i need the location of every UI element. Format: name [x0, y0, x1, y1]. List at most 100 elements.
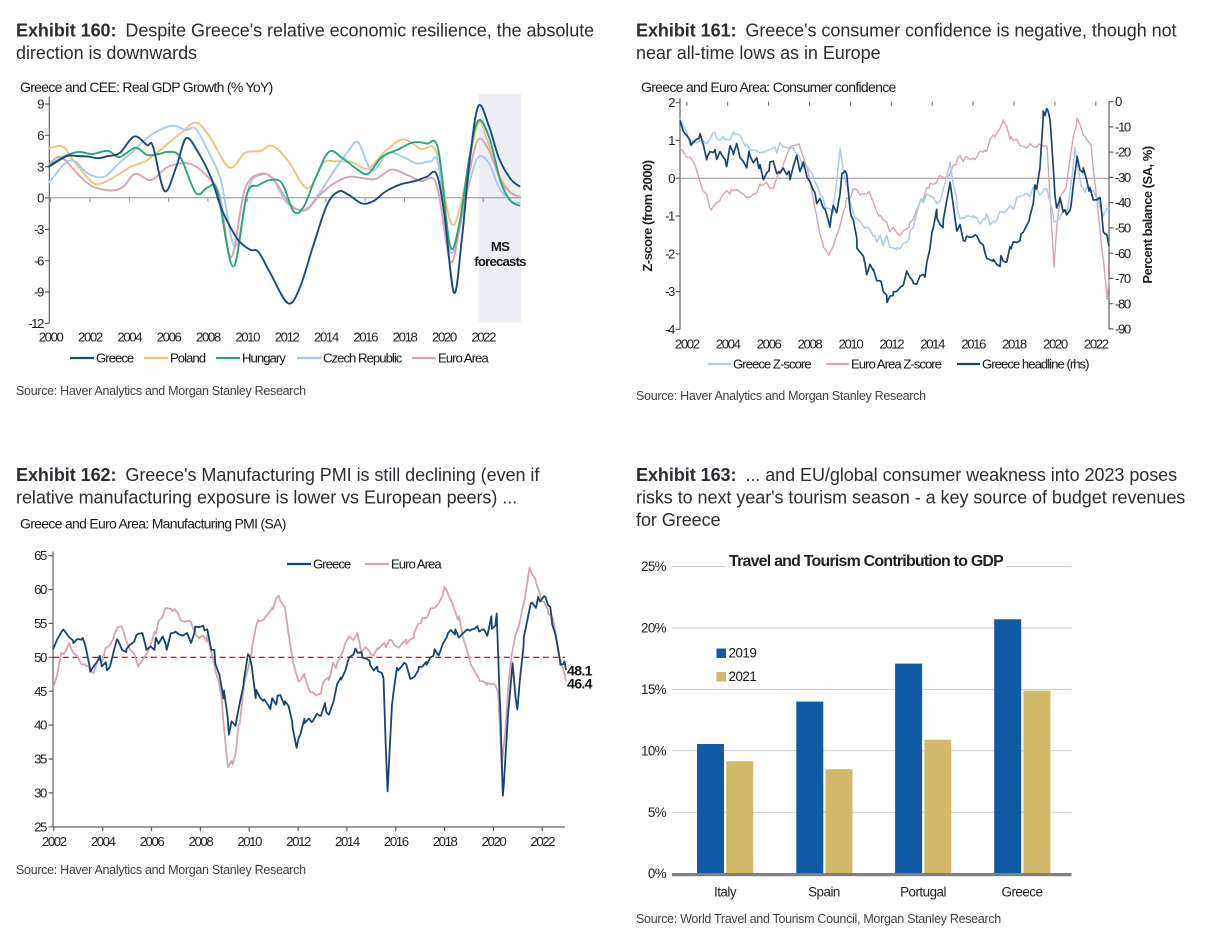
- svg-text:0: 0: [37, 191, 44, 206]
- svg-text:2004: 2004: [716, 337, 741, 352]
- svg-text:40: 40: [34, 718, 47, 733]
- svg-text:Greece and CEE: Real GDP Growt: Greece and CEE: Real GDP Growth (% YoY): [20, 79, 273, 95]
- svg-text:10%: 10%: [641, 743, 667, 758]
- svg-text:2008: 2008: [196, 330, 221, 345]
- svg-text:2018: 2018: [1002, 337, 1027, 352]
- svg-text:Source: Haver Analytics and Mo: Source: Haver Analytics and Morgan Stanl…: [16, 863, 306, 877]
- svg-text:Greece headline (rhs): Greece headline (rhs): [982, 357, 1089, 372]
- svg-text:2014: 2014: [314, 330, 339, 345]
- svg-text:forecasts: forecasts: [474, 254, 526, 269]
- svg-text:2010: 2010: [839, 337, 864, 352]
- svg-text:risks to next year's tourism s: risks to next year's tourism season - a …: [636, 488, 1185, 508]
- svg-text:20%: 20%: [641, 621, 667, 636]
- svg-text:-70: -70: [1115, 271, 1131, 286]
- svg-text:-60: -60: [1115, 246, 1131, 261]
- svg-text:Exhibit 163: ... and EU/global: Exhibit 163: ... and EU/global consumer …: [636, 465, 1177, 485]
- svg-text:9: 9: [37, 97, 44, 112]
- svg-text:15%: 15%: [641, 682, 667, 697]
- svg-text:MS: MS: [491, 239, 510, 254]
- svg-text:-4: -4: [665, 322, 675, 337]
- svg-text:-80: -80: [1115, 296, 1131, 311]
- svg-text:2016: 2016: [353, 330, 378, 345]
- svg-text:2012: 2012: [879, 337, 904, 352]
- svg-text:2006: 2006: [140, 834, 165, 849]
- svg-text:25: 25: [34, 819, 47, 834]
- svg-text:-90: -90: [1115, 322, 1131, 337]
- svg-text:Greece and Euro Area: Consumer: Greece and Euro Area: Consumer confidenc…: [641, 79, 896, 95]
- svg-text:1: 1: [668, 133, 675, 148]
- svg-text:46.4: 46.4: [567, 677, 593, 693]
- svg-text:2014: 2014: [335, 834, 360, 849]
- svg-text:Greece and Euro Area: Manufact: Greece and Euro Area: Manufacturing PMI …: [20, 516, 286, 532]
- svg-text:Czech Republic: Czech Republic: [323, 351, 403, 366]
- svg-text:2022: 2022: [471, 330, 496, 345]
- svg-text:2018: 2018: [433, 834, 458, 849]
- svg-text:0: 0: [668, 171, 675, 186]
- svg-text:2002: 2002: [42, 834, 67, 849]
- svg-text:Portugal: Portugal: [900, 885, 946, 900]
- svg-text:0%: 0%: [648, 866, 667, 881]
- svg-text:5%: 5%: [648, 805, 667, 820]
- svg-text:6: 6: [37, 128, 44, 143]
- svg-text:2016: 2016: [961, 337, 986, 352]
- svg-text:-50: -50: [1115, 221, 1131, 236]
- svg-text:Euro Area: Euro Area: [391, 557, 442, 572]
- svg-text:2006: 2006: [157, 330, 182, 345]
- svg-text:45: 45: [34, 684, 47, 699]
- svg-text:for Greece: for Greece: [636, 510, 721, 530]
- svg-text:2008: 2008: [798, 337, 823, 352]
- svg-text:Hungary: Hungary: [242, 351, 286, 366]
- svg-text:2022: 2022: [1084, 337, 1109, 352]
- svg-text:2002: 2002: [675, 337, 700, 352]
- svg-text:Exhibit 161: Greece's consumer: Exhibit 161: Greece's consumer confidenc…: [636, 21, 1177, 41]
- svg-text:2004: 2004: [91, 834, 116, 849]
- svg-text:25%: 25%: [641, 559, 667, 574]
- svg-text:60: 60: [34, 582, 47, 597]
- svg-text:Italy: Italy: [714, 885, 737, 900]
- svg-text:relative manufacturing exposur: relative manufacturing exposure is lower…: [16, 488, 517, 508]
- svg-text:Greece Z-score: Greece Z-score: [733, 357, 811, 372]
- svg-text:2020: 2020: [482, 834, 507, 849]
- svg-text:2020: 2020: [432, 330, 457, 345]
- svg-text:2000: 2000: [39, 330, 64, 345]
- svg-text:2021: 2021: [729, 669, 757, 684]
- svg-text:2016: 2016: [384, 834, 409, 849]
- svg-text:-10: -10: [1115, 120, 1131, 135]
- svg-text:50: 50: [34, 650, 47, 665]
- svg-text:2012: 2012: [275, 330, 300, 345]
- svg-text:direction is downwards: direction is downwards: [16, 43, 197, 63]
- svg-text:-30: -30: [1115, 170, 1131, 185]
- svg-text:Greece: Greece: [1002, 885, 1043, 900]
- svg-text:2020: 2020: [1043, 337, 1068, 352]
- svg-text:-3: -3: [34, 222, 44, 237]
- svg-text:Z-score (from 2000): Z-score (from 2000): [640, 160, 655, 271]
- svg-text:65: 65: [34, 548, 47, 563]
- svg-text:-40: -40: [1115, 195, 1131, 210]
- svg-text:Travel and Tourism Contributio: Travel and Tourism Contribution to GDP: [729, 553, 1004, 570]
- svg-text:Exhibit 160: Despite Greece's: Exhibit 160: Despite Greece's relative e…: [16, 21, 594, 41]
- svg-text:0: 0: [1115, 94, 1122, 109]
- svg-text:Euro Area Z-score: Euro Area Z-score: [851, 357, 942, 372]
- svg-text:Percent balance (SA, %): Percent balance (SA, %): [1140, 146, 1155, 283]
- svg-text:-3: -3: [665, 284, 675, 299]
- svg-text:2010: 2010: [235, 330, 260, 345]
- svg-text:2006: 2006: [757, 337, 782, 352]
- svg-text:near all-time lows as in Europ: near all-time lows as in Europe: [636, 43, 881, 63]
- svg-text:Greece: Greece: [313, 557, 351, 572]
- svg-text:-6: -6: [34, 253, 44, 268]
- svg-text:Source: Haver Analytics and Mo: Source: Haver Analytics and Morgan Stanl…: [636, 389, 926, 403]
- svg-text:Euro Area: Euro Area: [438, 351, 489, 366]
- svg-text:3: 3: [37, 159, 44, 174]
- svg-text:Exhibit 162: Greece's Manufact: Exhibit 162: Greece's Manufacturing PMI …: [16, 465, 540, 485]
- svg-text:2012: 2012: [286, 834, 311, 849]
- svg-text:2: 2: [668, 95, 675, 110]
- svg-text:-12: -12: [28, 316, 44, 331]
- svg-text:Poland: Poland: [170, 351, 206, 366]
- svg-text:Source: Haver Analytics and Mo: Source: Haver Analytics and Morgan Stanl…: [16, 384, 306, 398]
- svg-text:35: 35: [34, 752, 47, 767]
- svg-text:-2: -2: [665, 246, 675, 261]
- svg-text:2019: 2019: [729, 646, 757, 661]
- svg-text:2010: 2010: [237, 834, 262, 849]
- svg-text:2004: 2004: [117, 330, 142, 345]
- svg-text:Source: World Travel and Touri: Source: World Travel and Tourism Council…: [636, 912, 1001, 926]
